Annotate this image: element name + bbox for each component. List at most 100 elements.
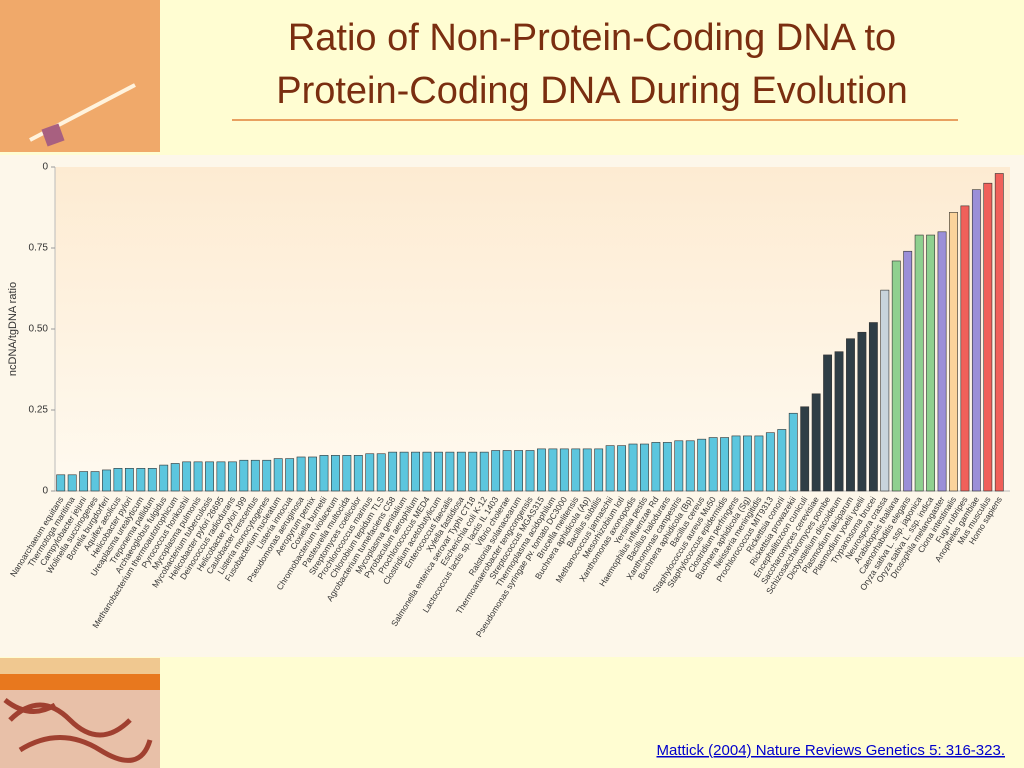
bar (605, 445, 615, 492)
bar (113, 468, 123, 492)
plot-area (55, 167, 1010, 491)
bar (559, 448, 569, 492)
y-axis-label: ncDNA/tgDNA ratio (7, 282, 19, 376)
decoration-square (41, 123, 65, 147)
bar (411, 451, 420, 492)
bar (79, 471, 89, 492)
bar (445, 451, 455, 492)
bar (319, 455, 329, 492)
corner-stripe (0, 658, 160, 674)
bar (124, 468, 134, 492)
bar (331, 455, 340, 492)
bar (960, 205, 970, 492)
title-line: Ratio of Non-Protein-Coding DNA to (288, 17, 896, 59)
bar (102, 469, 111, 492)
bar (399, 451, 409, 492)
bar (765, 432, 775, 492)
bar (720, 437, 729, 492)
bar (308, 456, 317, 492)
bar (216, 461, 226, 492)
bar (662, 442, 672, 492)
bar (365, 453, 375, 492)
bar (914, 234, 924, 492)
bar (903, 250, 913, 492)
bar (182, 461, 192, 492)
bar (250, 459, 260, 492)
y-tick-label: 0.25 (29, 405, 49, 416)
bar (376, 453, 386, 492)
bar (857, 331, 867, 492)
bar (628, 443, 638, 492)
bar (548, 448, 558, 492)
bar (434, 451, 443, 492)
citation: Mattick (2004) Nature Reviews Genetics 5… (657, 742, 1006, 759)
bar (491, 450, 501, 492)
title-line: Protein-Coding DNA During Evolution (276, 70, 908, 112)
bar (342, 455, 352, 492)
bar (227, 461, 237, 492)
bar (949, 212, 958, 492)
bar (708, 437, 718, 492)
bar (983, 182, 993, 492)
bar (502, 450, 512, 492)
bar (971, 189, 981, 492)
bar (834, 351, 844, 492)
bar (697, 438, 707, 492)
bar (468, 451, 478, 492)
bar (811, 393, 821, 492)
bar (159, 464, 169, 492)
y-tick-label: 0.75 (29, 243, 49, 254)
bar (136, 468, 146, 492)
bar (868, 322, 878, 492)
bar (537, 448, 546, 492)
bar (674, 440, 684, 492)
bar (651, 442, 661, 492)
bar (880, 289, 890, 492)
bar (262, 459, 272, 492)
bar (777, 429, 787, 492)
bar (754, 435, 764, 492)
bar (823, 354, 833, 492)
bar (640, 443, 649, 492)
bar (353, 455, 363, 492)
bar (422, 451, 432, 492)
bar (388, 451, 398, 492)
bar (170, 463, 180, 492)
corner-swirl (3, 698, 153, 763)
bar (937, 231, 947, 492)
bar (296, 456, 306, 492)
bar (56, 474, 66, 492)
bar (994, 173, 1004, 492)
bar (800, 406, 810, 492)
bar (67, 474, 77, 492)
bar (846, 338, 855, 492)
bar (891, 260, 901, 492)
bar (90, 471, 100, 492)
bar (525, 450, 535, 492)
bar (479, 451, 489, 492)
y-tick-label: 0 (42, 486, 48, 497)
bar (571, 448, 581, 492)
bar (514, 450, 523, 492)
bar (147, 468, 157, 492)
bar (205, 461, 214, 492)
bar (582, 448, 592, 492)
bar (285, 458, 295, 492)
bar (617, 445, 626, 492)
bar (743, 435, 752, 492)
bar (685, 440, 695, 492)
y-tick-label: 0.50 (29, 324, 49, 335)
bar (731, 435, 741, 492)
bar (239, 459, 249, 492)
corner-decoration (0, 0, 160, 152)
y-tick-label: 0 (42, 162, 48, 173)
bar (594, 448, 604, 492)
bar (788, 412, 798, 492)
bar (456, 451, 466, 492)
bar (273, 458, 283, 492)
bar (926, 234, 936, 492)
corner-stripe (0, 674, 160, 690)
